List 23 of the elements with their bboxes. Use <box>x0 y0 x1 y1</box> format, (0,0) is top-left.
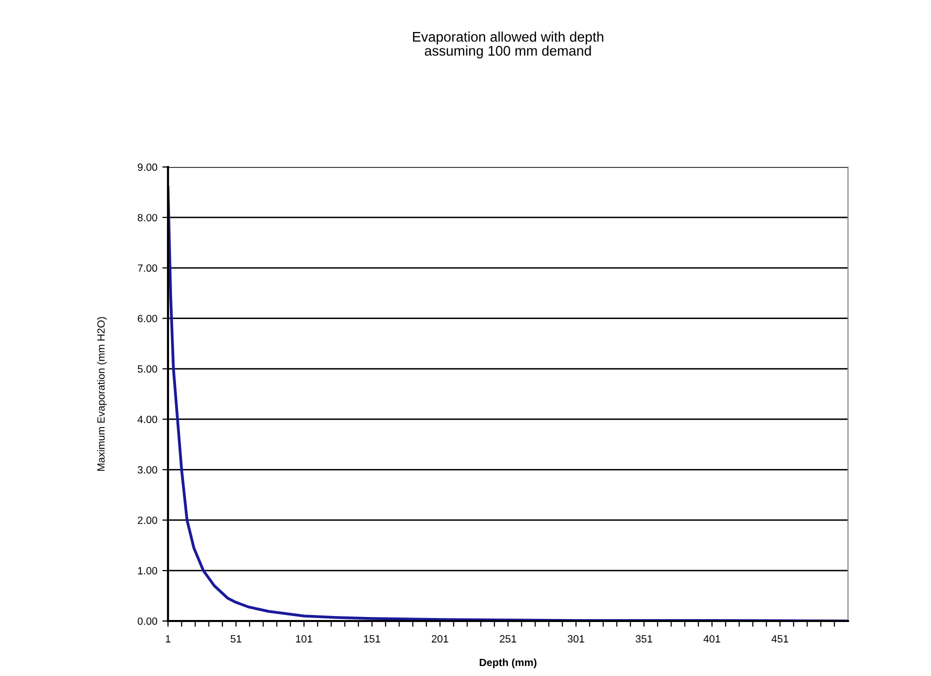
y-tick-label: 3.00 <box>138 466 158 474</box>
y-tick-label: 7.00 <box>138 264 158 272</box>
chart-title: Evaporation allowed with depth assuming 100 mm demand <box>413 32 604 58</box>
y-tick-label: 0.00 <box>138 618 158 625</box>
x-tick-label: 1 <box>166 635 170 642</box>
x-tick-label: 401 <box>704 635 720 643</box>
x-tick-label: 251 <box>500 635 516 643</box>
x-tick-label: 351 <box>636 635 652 643</box>
x-tick-label: 101 <box>296 635 312 643</box>
x-tick-label: 201 <box>432 635 448 643</box>
x-tick-label: 451 <box>772 635 788 643</box>
y-axis-title: Maximum Evaporation (mm H2O) <box>97 317 107 471</box>
x-tick-label: 151 <box>364 635 380 643</box>
x-tick-label: 301 <box>568 635 584 643</box>
y-tick-label: 2.00 <box>138 516 158 524</box>
y-tick-label: 5.00 <box>138 365 158 373</box>
y-tick-label: 6.00 <box>138 314 158 322</box>
y-tick-label: 9.00 <box>138 164 158 171</box>
y-tick-label: 1.00 <box>138 567 158 574</box>
y-tick-label: 4.00 <box>138 416 158 424</box>
y-tick-label: 8.00 <box>138 214 158 222</box>
x-axis-title: Depth (mm) <box>480 658 536 668</box>
x-tick-label: 51 <box>230 635 242 643</box>
